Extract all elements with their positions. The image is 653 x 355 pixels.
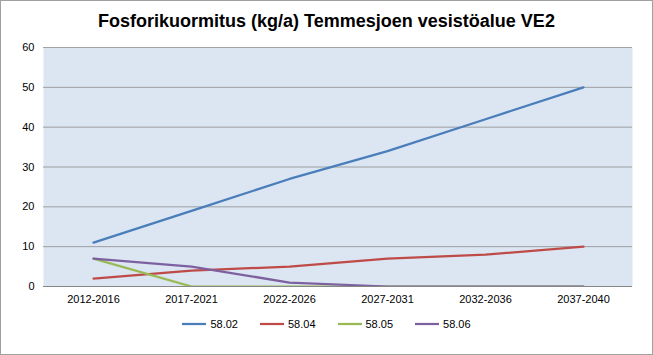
svg-text:20: 20 bbox=[22, 200, 34, 212]
html-text:58.02: 58.02 bbox=[210, 318, 238, 330]
svg-text:2027-2031: 2027-2031 bbox=[361, 293, 414, 305]
svg-text:2022-2026: 2022-2026 bbox=[263, 293, 316, 305]
svg-text:2037-2040: 2037-2040 bbox=[557, 293, 610, 305]
html-text:58.04: 58.04 bbox=[288, 318, 316, 330]
svg-text:2012-2016: 2012-2016 bbox=[67, 293, 120, 305]
svg-text:30: 30 bbox=[22, 161, 34, 173]
svg-text:40: 40 bbox=[22, 121, 34, 133]
svg-text:2032-2036: 2032-2036 bbox=[459, 293, 512, 305]
svg-text:60: 60 bbox=[22, 41, 34, 53]
html-text:58.05: 58.05 bbox=[365, 318, 393, 330]
html-text:58.06: 58.06 bbox=[443, 318, 471, 330]
svg-text:2017-2021: 2017-2021 bbox=[165, 293, 218, 305]
svg-text:10: 10 bbox=[22, 240, 34, 252]
svg-text:0: 0 bbox=[28, 280, 34, 292]
svg-text:50: 50 bbox=[22, 81, 34, 93]
html-text:Fosforikuormitus (kg/a) Temmes: Fosforikuormitus (kg/a) Temmesjoen vesis… bbox=[98, 11, 555, 31]
